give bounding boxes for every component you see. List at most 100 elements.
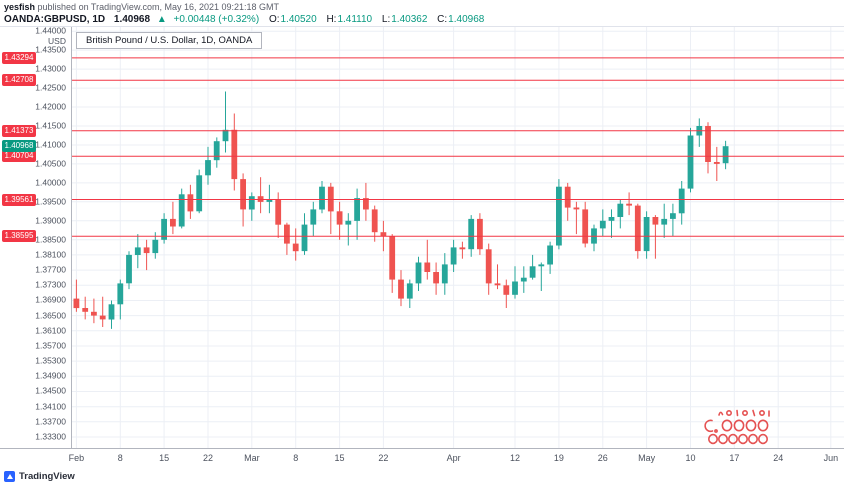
price-level-badge: 1.43294: [2, 51, 36, 64]
candle-body: [722, 146, 729, 164]
candle-body: [573, 207, 580, 210]
candle-body: [617, 203, 624, 217]
time-tick-label: 12: [510, 453, 521, 463]
price-tick-label: 1.34100: [35, 401, 66, 412]
price-tick-label: 1.35700: [35, 340, 66, 351]
time-tick-label: 10: [685, 453, 696, 463]
time-tick-label: May: [638, 453, 656, 463]
candle-body: [670, 213, 676, 219]
price-level-badge: 1.39561: [2, 193, 36, 206]
header: yesfish published on TradingView.com, Ma…: [0, 0, 844, 26]
time-tick-label: 8: [117, 453, 123, 463]
candle-body: [406, 283, 413, 299]
high-label: H:: [326, 14, 337, 25]
candle-body: [477, 218, 483, 250]
time-tick-label: Apr: [446, 453, 461, 463]
time-tick-label: 17: [729, 453, 740, 463]
price-tick-label: 1.36500: [35, 310, 66, 321]
time-tick-label: 8: [293, 453, 299, 463]
candle-body: [529, 266, 536, 278]
price-tick-label: 1.42000: [35, 101, 66, 112]
candle-body: [713, 162, 720, 164]
candle-body: [310, 209, 317, 225]
candle-body: [99, 315, 106, 320]
price-tick-label: 1.40500: [35, 158, 66, 169]
candle-body: [363, 198, 369, 210]
price-tick-label: 1.38500: [35, 234, 66, 245]
candle-body: [468, 218, 475, 250]
candle-body: [134, 247, 141, 255]
candle-body: [213, 141, 220, 161]
price-change: +0.00448 (+0.32%): [173, 14, 260, 25]
time-tick-label: 15: [159, 453, 170, 463]
time-tick-label: 15: [334, 453, 345, 463]
candle-body: [494, 283, 501, 286]
price-tick-label: 1.33300: [35, 431, 66, 442]
candle-body: [643, 217, 650, 252]
chart-area[interactable]: 1.44000 1.43500 1.43000 1.42500 1.42000 1.415…: [0, 26, 844, 448]
candle-body: [196, 175, 203, 212]
candle-body: [161, 218, 167, 240]
candle-body: [336, 211, 343, 225]
chart-legend[interactable]: British Pound / U.S. Dollar, 1D, OANDA: [76, 32, 263, 49]
price-tick-label: 1.36100: [35, 325, 66, 336]
candle-body: [345, 220, 352, 225]
tradingview-logo-icon: [4, 470, 15, 482]
current-price-badge: 1.40968: [2, 140, 36, 153]
low-value: 1.40362: [391, 14, 428, 25]
byline: yesfish published on TradingView.com, Ma…: [4, 2, 844, 13]
candle-body: [292, 243, 299, 252]
price-tick-label: 1.33700: [35, 416, 66, 427]
candle-body: [705, 126, 711, 162]
symbol-name: OANDA:GBPUSD, 1D: [4, 14, 106, 25]
candle-body: [91, 311, 97, 316]
candle-body: [450, 247, 457, 265]
candle-body: [599, 220, 606, 229]
candle-body: [424, 262, 431, 272]
time-tick-label: 26: [597, 453, 608, 463]
candle-body: [538, 264, 545, 267]
candle-body: [582, 209, 589, 244]
price-tick-label: 1.37700: [35, 264, 66, 275]
candle-body: [398, 279, 404, 299]
candle-body: [82, 308, 89, 312]
open-label: O:: [268, 14, 280, 25]
time-tick-label: 22: [378, 453, 389, 463]
time-tick-label: 22: [202, 453, 213, 463]
axis-currency-label: USD: [48, 36, 66, 47]
price-tick-label: 1.42500: [35, 82, 66, 93]
candle-body: [187, 194, 194, 212]
price-level-badge: 1.42708: [2, 74, 36, 87]
price-tick-label: 1.43000: [35, 63, 66, 74]
plot-svg[interactable]: [72, 27, 844, 448]
open-value: 1.40520: [280, 14, 317, 25]
candle-body: [520, 277, 527, 282]
candle-body: [608, 217, 615, 221]
candle-body: [248, 196, 255, 210]
time-tick-label: Feb: [68, 453, 85, 463]
candle-body: [634, 205, 641, 252]
price-tick-label: 1.38100: [35, 249, 66, 260]
time-tick-label: 24: [773, 453, 784, 463]
time-tick-label: 19: [553, 453, 564, 463]
candle-body: [661, 218, 668, 225]
high-value: 1.41110: [337, 14, 373, 25]
price-tick-label: 1.41500: [35, 120, 66, 131]
candle-body: [117, 283, 124, 305]
candle-body: [284, 224, 290, 244]
price-axis[interactable]: 1.44000 1.43500 1.43000 1.42500 1.42000 1.415…: [0, 26, 72, 448]
candle-body: [266, 200, 273, 202]
price-tick-label: 1.43500: [35, 44, 66, 55]
close-label: C:: [437, 14, 448, 25]
time-axis[interactable]: Feb 8 15 22 Mar 8 15 22 Apr 12 19 26 May 10 17 24 Jun: [0, 448, 844, 468]
candle-body: [626, 203, 632, 206]
candle-body: [275, 200, 282, 225]
price-level-badge: 1.38595: [2, 230, 36, 243]
price-tick-label: 1.34900: [35, 370, 66, 381]
candle-body: [389, 236, 396, 280]
candle-body: [126, 254, 132, 284]
candle-body: [240, 179, 246, 210]
candle-body: [503, 285, 510, 295]
price-tick-label: 1.37300: [35, 279, 66, 290]
